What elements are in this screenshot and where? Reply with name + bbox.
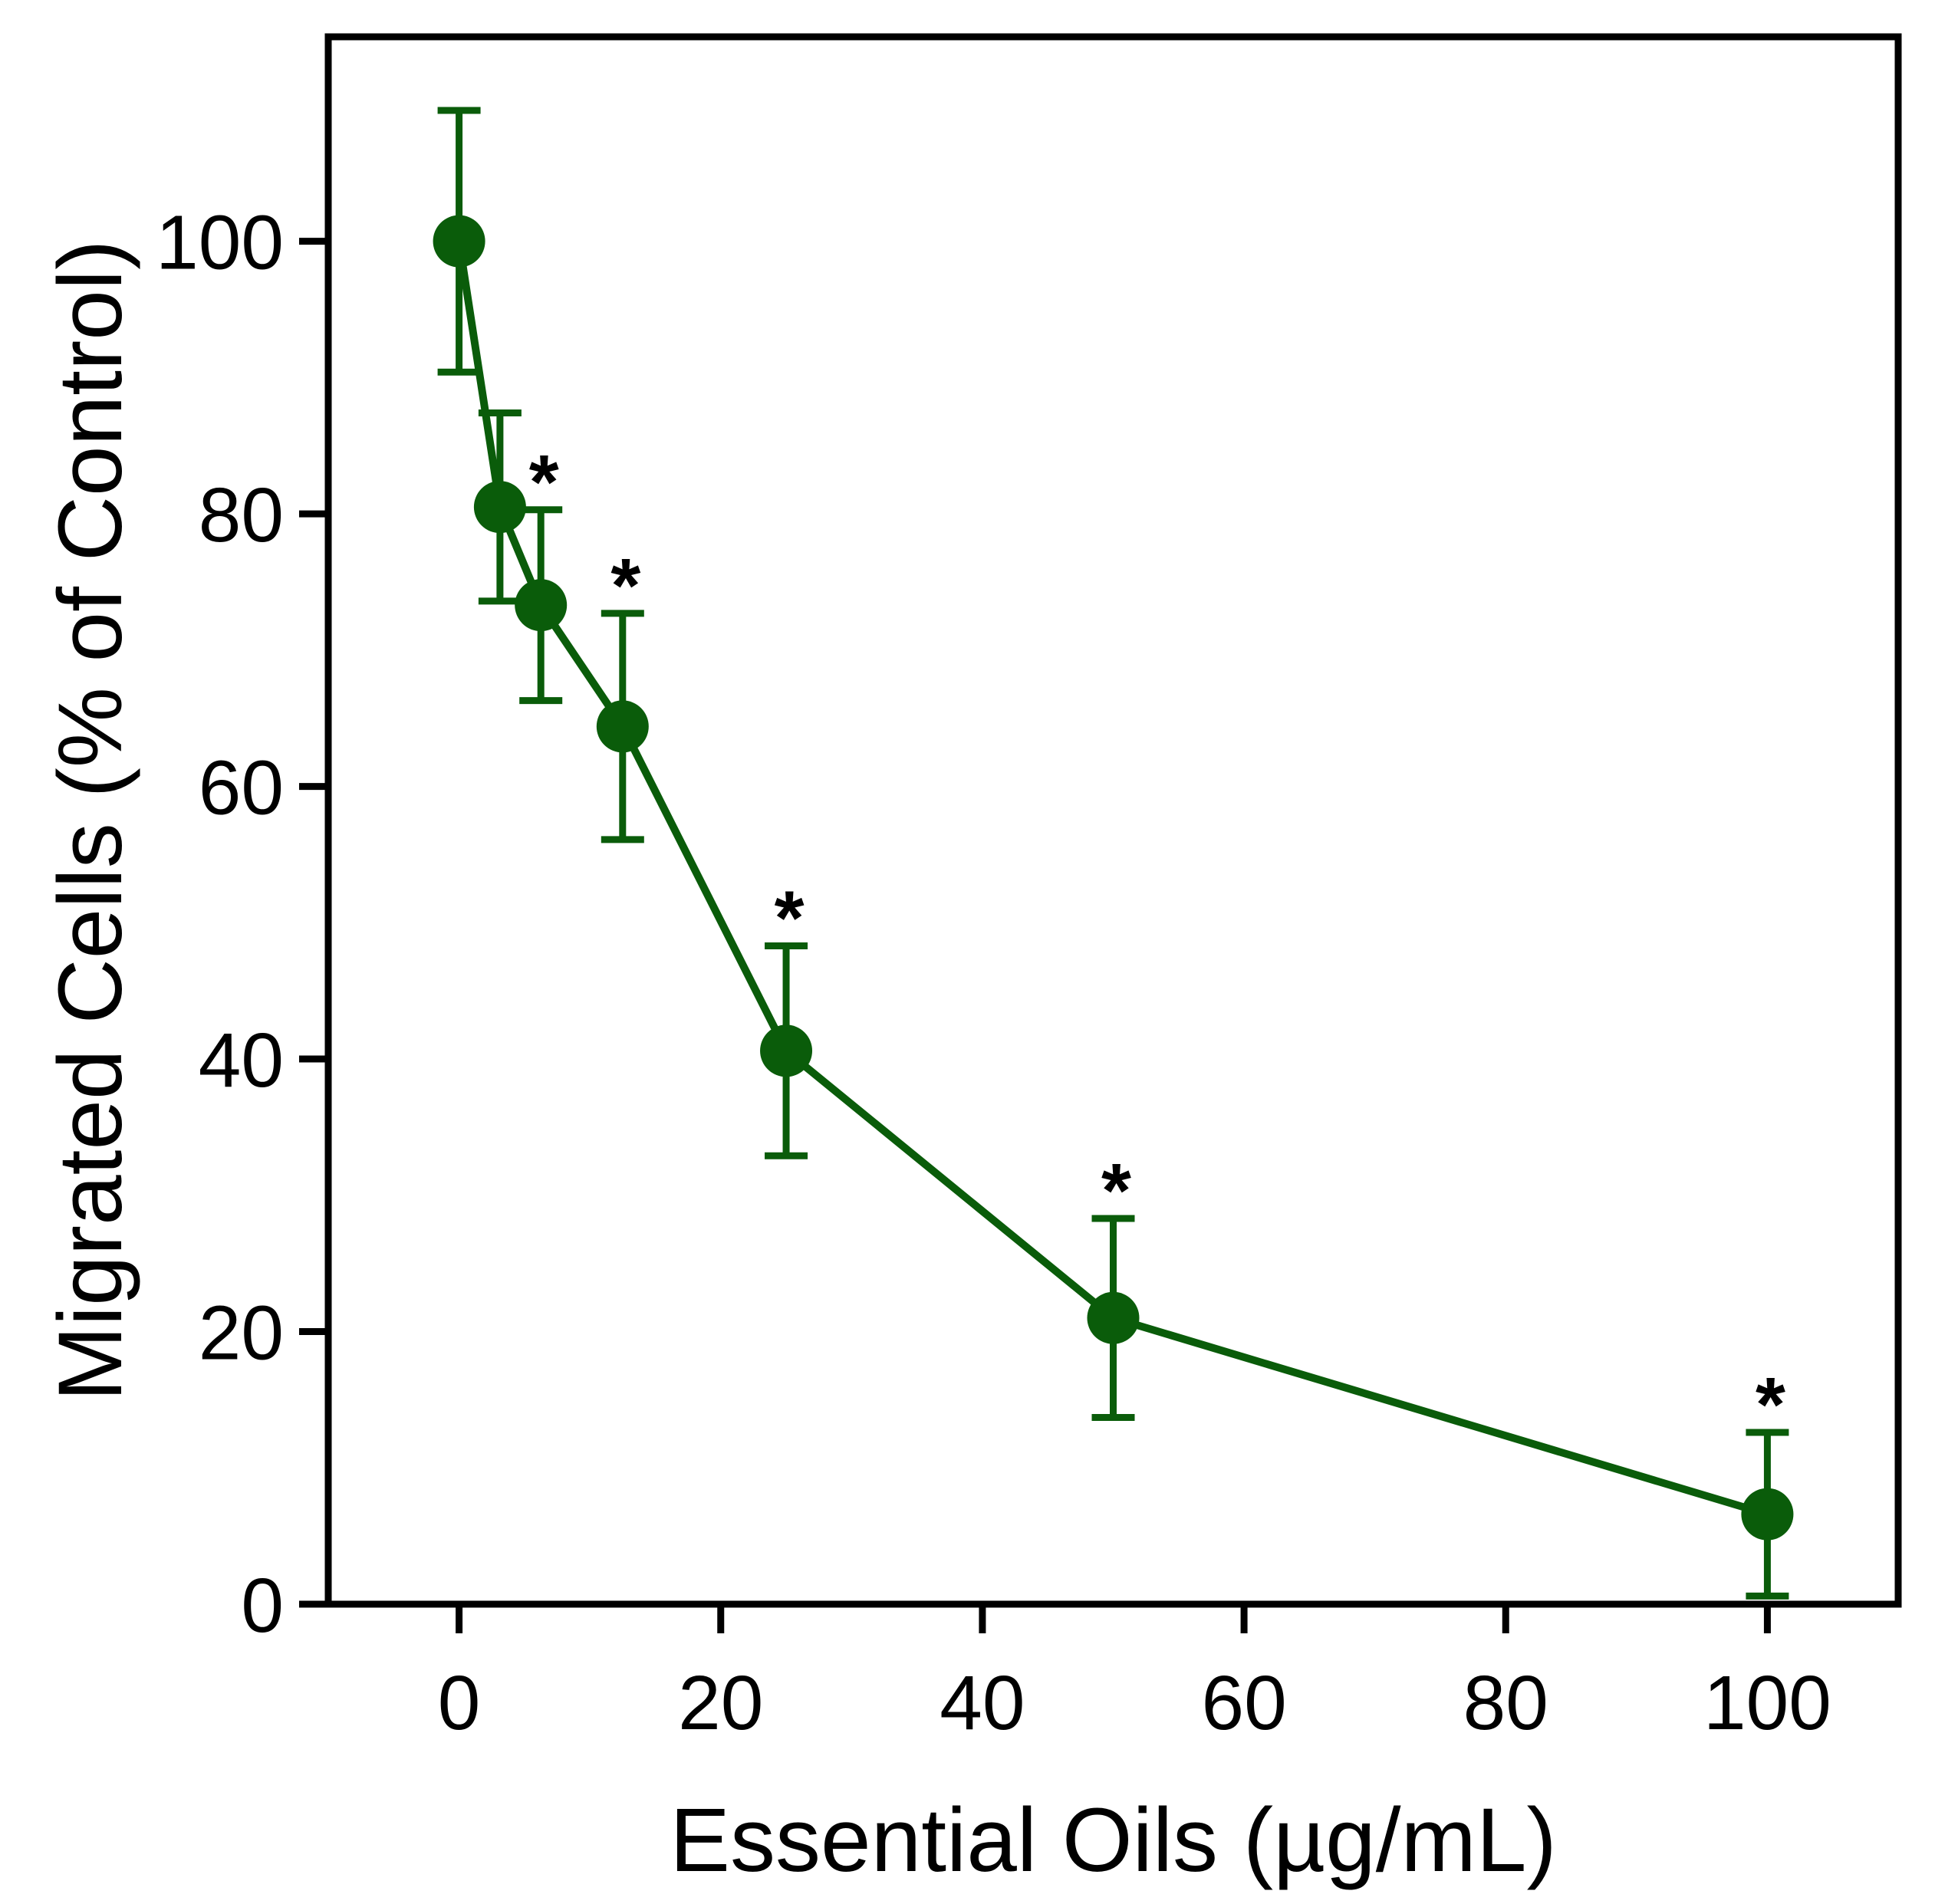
x-tick-label-40: 40 — [940, 1660, 1025, 1746]
significance-marker-4: * — [775, 876, 805, 962]
y-tick-label-40: 40 — [199, 1018, 284, 1103]
significance-marker-6: * — [1756, 1362, 1785, 1448]
plot-frame — [324, 33, 1902, 1608]
x-tick-label-0: 0 — [438, 1660, 481, 1746]
x-tick-label-60: 60 — [1201, 1660, 1286, 1746]
x-axis-title: Essential Oils (µg/mL) — [670, 1790, 1557, 1891]
data-point-0 — [433, 215, 485, 268]
data-point-1 — [473, 481, 526, 534]
significance-marker-2: * — [529, 439, 559, 525]
x-tick-label-20: 20 — [678, 1660, 763, 1746]
data-point-2 — [515, 579, 568, 632]
y-tick-label-100: 100 — [156, 200, 284, 286]
data-layer: * * * * * — [433, 107, 1794, 1600]
x-tick-label-80: 80 — [1463, 1660, 1548, 1746]
x-tick-label-100: 100 — [1703, 1660, 1831, 1746]
y-tick-label-60: 60 — [199, 745, 284, 831]
data-point-5 — [1087, 1291, 1140, 1344]
axes: 0 20 40 60 80 100 0 20 40 60 80 100 — [156, 33, 1902, 1746]
significance-marker-3: * — [610, 543, 640, 629]
y-tick-label-20: 20 — [199, 1291, 284, 1376]
significance-marker-5: * — [1101, 1148, 1131, 1234]
y-tick-label-0: 0 — [241, 1563, 284, 1649]
data-point-6 — [1741, 1488, 1794, 1541]
data-point-3 — [596, 700, 649, 753]
y-tick-label-80: 80 — [199, 472, 284, 558]
data-point-4 — [760, 1024, 813, 1077]
y-axis-title: Migrated Cells (% of Control) — [40, 240, 141, 1402]
